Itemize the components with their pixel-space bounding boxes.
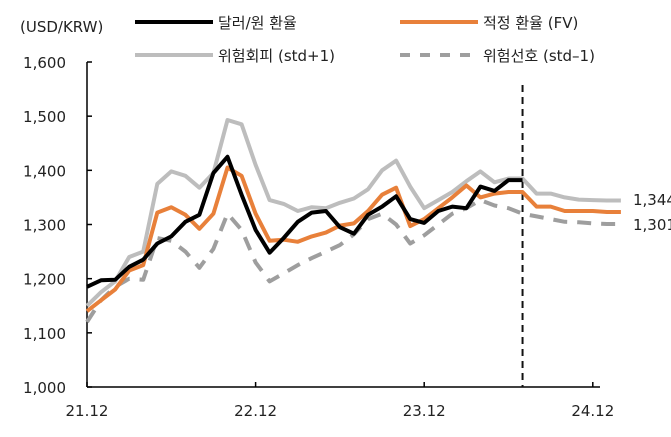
x-tick-label: 23.12	[403, 402, 446, 420]
end-label-std-minus: 1,301.0	[633, 216, 671, 234]
end-label-std-plus: 1,344.3	[633, 191, 671, 209]
y-tick-label: 1,000	[23, 379, 66, 397]
y-tick-label: 1,300	[23, 217, 66, 235]
y-tick-label: 1,200	[23, 271, 66, 289]
y-tick-label: 1,500	[23, 108, 66, 126]
series-line-1	[85, 165, 621, 313]
series-line-3	[85, 198, 621, 324]
legend-label-2: 위험회피 (std+1)	[218, 47, 335, 65]
end-labels: 1,344.3 1,301.0	[633, 191, 671, 234]
legend-label-3: 위험선호 (std–1)	[483, 47, 595, 65]
legend-label-0: 달러/원 환율	[218, 14, 297, 32]
x-tick-label: 24.12	[571, 402, 614, 420]
y-tick-label: 1,600	[23, 54, 66, 72]
axes: 1,000 1,100 1,200 1,300 1,400 1,500 1,600 21.12…	[23, 54, 614, 420]
series-line-2	[85, 118, 621, 308]
series-lines	[85, 118, 621, 324]
y-tick-label: 1,100	[23, 325, 66, 343]
y-tick-label: 1,400	[23, 162, 66, 180]
series-line-0	[86, 154, 523, 289]
x-tick-label: 22.12	[234, 402, 277, 420]
y-unit-label: (USD/KRW)	[20, 18, 103, 36]
x-tick-label: 21.12	[66, 402, 109, 420]
legend: 달러/원 환율 적정 환율 (FV) 위험회피 (std+1) 위험선호 (std–1…	[135, 14, 595, 65]
legend-label-1: 적정 환율 (FV)	[483, 14, 578, 32]
